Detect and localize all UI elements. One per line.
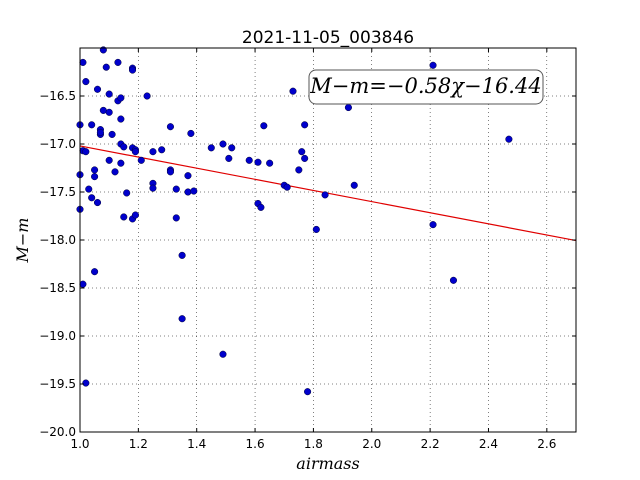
data-point <box>117 159 125 167</box>
data-point <box>187 129 195 137</box>
data-point <box>178 251 186 259</box>
y-axis-label: M−m <box>13 218 32 264</box>
data-point <box>295 166 303 174</box>
data-point <box>312 225 320 233</box>
data-point <box>505 135 513 143</box>
data-point <box>219 140 227 148</box>
data-point <box>172 185 180 193</box>
data-point <box>225 154 233 162</box>
data-point <box>219 350 227 358</box>
data-point <box>149 148 157 156</box>
data-point <box>344 103 352 112</box>
data-point <box>79 280 87 288</box>
data-point <box>166 168 174 176</box>
data-point <box>172 214 180 222</box>
data-point <box>301 154 309 162</box>
data-point <box>105 90 113 98</box>
data-point <box>88 194 96 202</box>
x-tick-label: 1.0 <box>70 437 89 451</box>
data-point <box>298 148 306 156</box>
data-point <box>429 61 437 69</box>
data-point <box>91 166 99 174</box>
data-point <box>93 199 102 207</box>
data-point <box>321 191 329 199</box>
data-point <box>88 121 96 129</box>
data-point <box>207 144 215 152</box>
data-point <box>301 121 309 129</box>
data-point <box>79 58 87 66</box>
data-point <box>117 115 125 123</box>
x-tick-label: 1.2 <box>129 437 148 451</box>
y-tick-label: −18.0 <box>39 233 76 247</box>
data-point <box>93 85 102 93</box>
data-point <box>158 146 166 154</box>
x-tick-label: 2.6 <box>537 437 556 451</box>
data-point <box>120 143 128 151</box>
chart-title: 2021-11-05_003846 <box>242 28 414 48</box>
data-point <box>111 168 119 176</box>
data-point <box>108 130 116 138</box>
data-point <box>228 144 236 152</box>
y-tick-label: −17.0 <box>39 137 76 151</box>
data-point <box>184 172 192 180</box>
data-point <box>137 156 145 164</box>
y-tick-label: −18.5 <box>39 281 76 295</box>
data-point <box>449 276 458 284</box>
data-point <box>184 188 192 196</box>
data-point <box>190 187 198 195</box>
data-point <box>128 66 137 74</box>
data-point <box>82 379 90 387</box>
data-point <box>82 78 90 86</box>
data-point <box>105 156 113 164</box>
x-tick-label: 1.8 <box>304 437 323 451</box>
data-point <box>350 181 358 189</box>
data-point <box>91 268 99 276</box>
data-point <box>105 108 113 116</box>
data-point <box>96 128 104 137</box>
data-point <box>166 123 174 131</box>
data-point <box>254 158 262 166</box>
data-point <box>102 63 110 71</box>
data-point <box>257 203 265 211</box>
data-point <box>149 184 157 192</box>
y-tick-label: −20.0 <box>39 425 76 439</box>
x-axis-label: airmass <box>296 454 359 473</box>
x-tick-label: 1.6 <box>246 437 265 451</box>
data-point <box>260 122 268 130</box>
data-point <box>429 221 437 229</box>
data-point <box>283 183 291 191</box>
fit-equation: M−m=−0.58χ−16.44 <box>309 74 541 98</box>
data-point <box>131 211 139 219</box>
data-points <box>76 46 513 396</box>
y-tick-label: −19.0 <box>39 329 76 343</box>
data-point <box>85 185 93 193</box>
data-point <box>91 173 99 181</box>
data-point <box>178 315 186 323</box>
data-point <box>120 213 128 221</box>
data-point <box>266 159 274 167</box>
data-point <box>304 388 312 396</box>
y-tick-label: −17.5 <box>39 185 76 199</box>
data-point <box>143 92 151 100</box>
data-point <box>245 156 253 164</box>
data-point <box>82 148 90 156</box>
data-point <box>114 58 122 66</box>
y-tick-label: −19.5 <box>39 377 76 391</box>
x-tick-label: 2.4 <box>479 437 498 451</box>
grid <box>80 48 576 432</box>
x-tick-label: 2.0 <box>362 437 381 451</box>
data-point <box>289 87 297 95</box>
x-tick-label: 1.4 <box>187 437 206 451</box>
y-tick-label: −16.5 <box>39 89 76 103</box>
axis-ticks: 1.0 1.2 1.4 1.6 1.8 2.0 2.2 2.4 2.6 −16.5 −17.0 −17… <box>39 48 576 451</box>
data-point <box>131 148 139 156</box>
data-point <box>117 94 125 102</box>
annotation-box: M−m=−0.58χ−16.44 <box>308 69 544 105</box>
x-tick-label: 2.2 <box>421 437 440 451</box>
data-point <box>123 189 131 197</box>
